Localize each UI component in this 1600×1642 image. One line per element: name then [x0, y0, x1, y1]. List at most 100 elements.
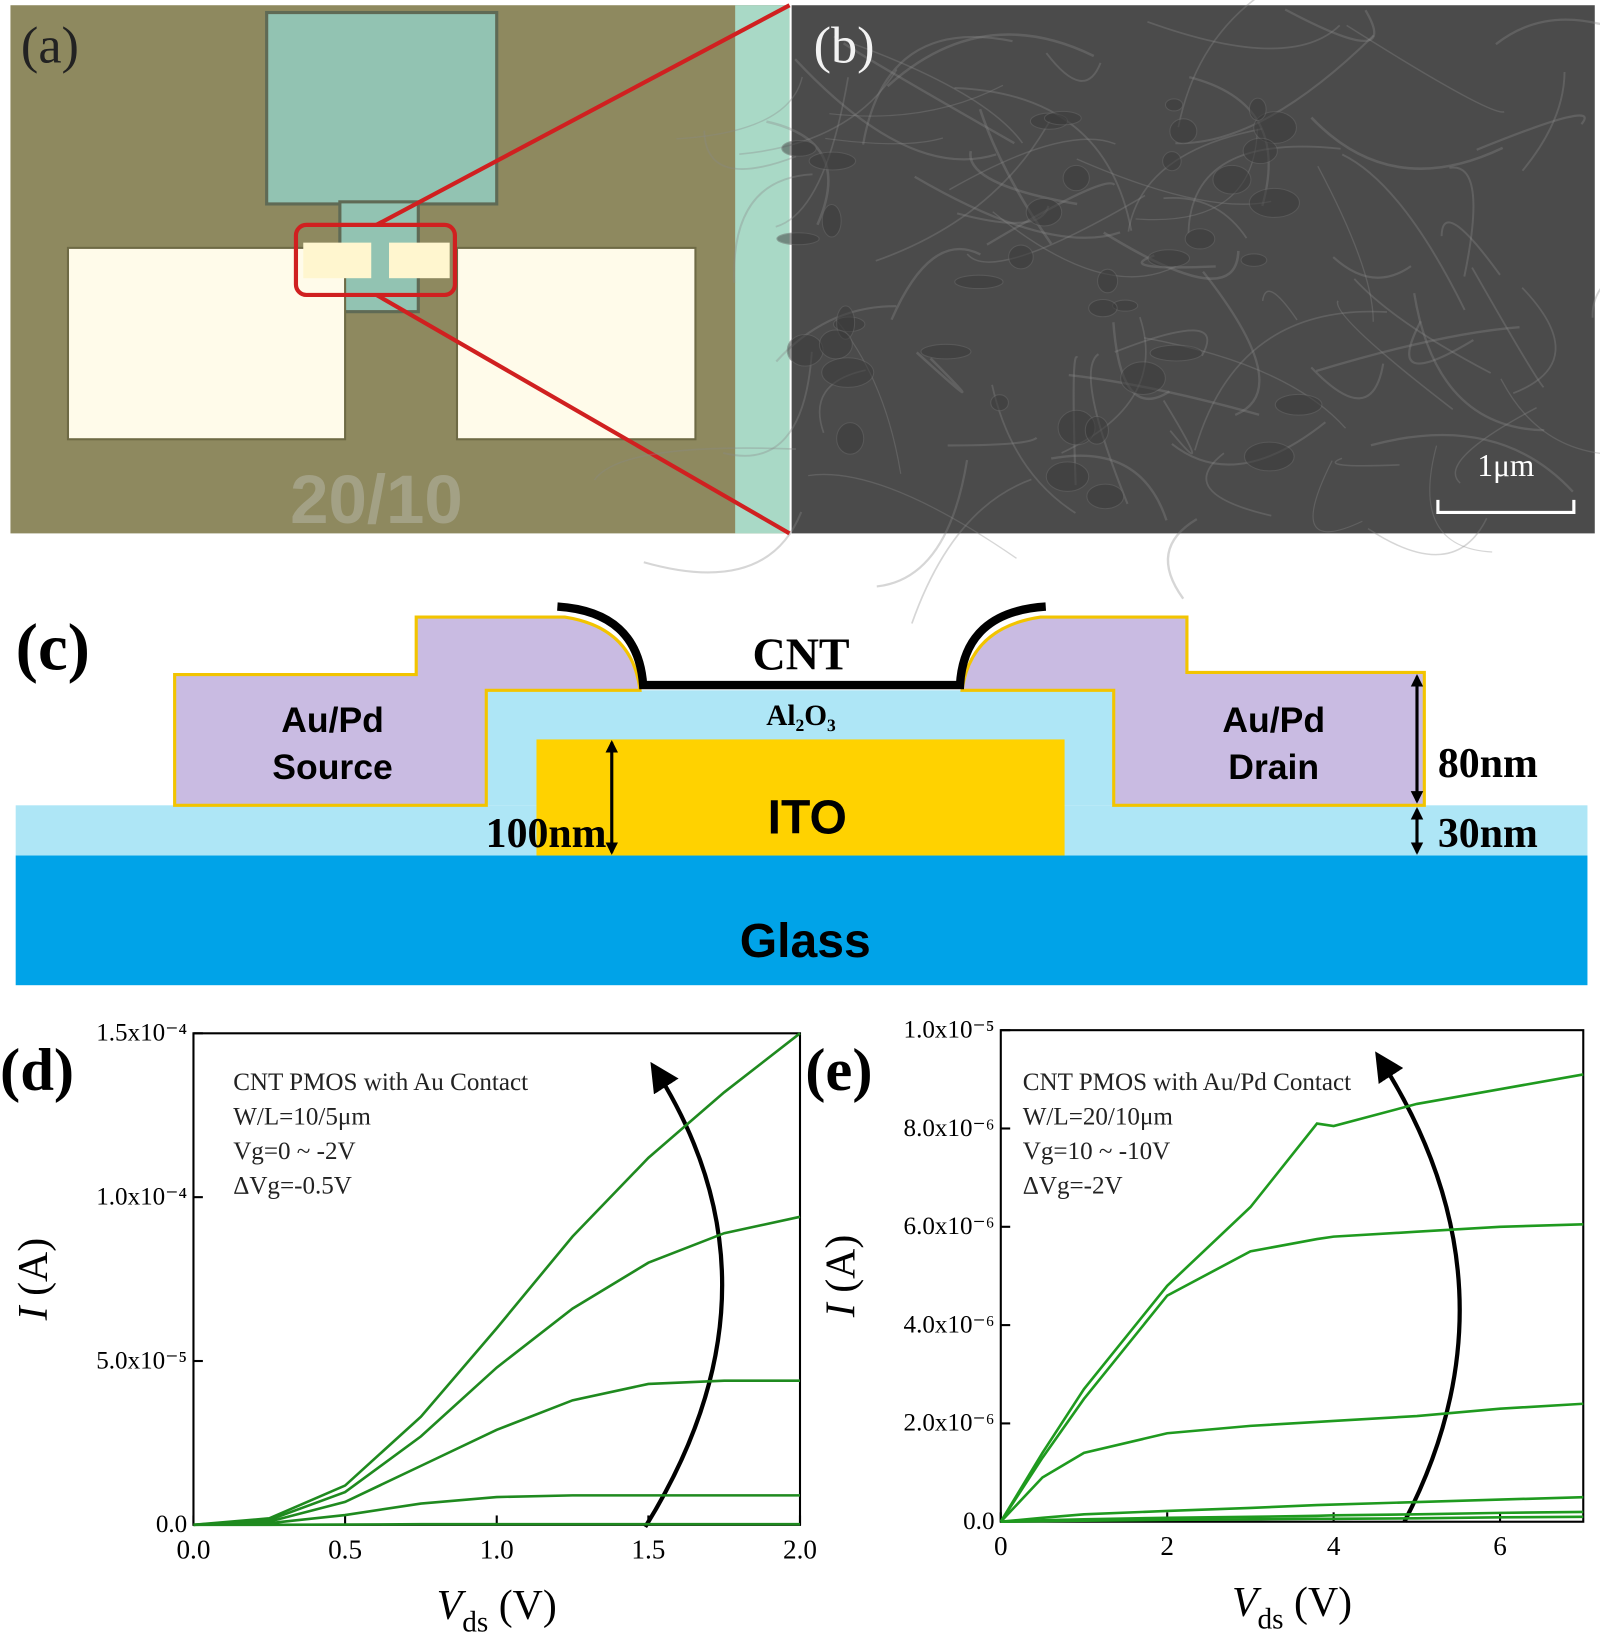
data-line: [193, 1522, 800, 1527]
fiber: [1166, 518, 1198, 600]
fiber: [914, 175, 1121, 239]
fiber: [775, 77, 849, 228]
grain: [1147, 249, 1191, 268]
grain: [1088, 298, 1118, 318]
fiber: [969, 150, 1078, 206]
cnt-label: CNT: [752, 628, 849, 679]
charts: (d) (e) 0.05.0x10⁻⁵1.0x10⁻⁴1.5x10⁻⁴0.0 0.…: [0, 1016, 1585, 1639]
y-axis-label-symbol: I: [11, 1304, 57, 1321]
panel-label: (e): [805, 1037, 872, 1104]
optical-image: 20/10 (a): [10, 3, 791, 538]
fiber: [1413, 292, 1545, 432]
fiber: [1440, 221, 1501, 276]
x-axis-label: Vds (V): [1232, 1580, 1352, 1636]
scale-bar: [1436, 499, 1576, 515]
data-line: [193, 1032, 801, 1527]
fiber: [1454, 407, 1537, 484]
y-axis-label-unit: (A): [11, 1238, 57, 1296]
fiber: [733, 173, 813, 283]
fiber: [1471, 267, 1545, 388]
data-line: [193, 1379, 800, 1527]
y-tick-label: 1.0x10⁻⁵: [904, 1016, 995, 1043]
fiber: [1202, 270, 1261, 416]
data-line: [999, 1223, 1584, 1523]
fiber: [1315, 326, 1520, 373]
data-line: [999, 1402, 1584, 1523]
grain: [1164, 98, 1184, 112]
x-tick-label: 6: [1493, 1531, 1507, 1561]
grain: [1062, 164, 1090, 192]
fiber: [992, 211, 1177, 278]
plot-frame: [999, 1029, 1585, 1523]
fiber: [978, 108, 1053, 245]
fiber: [1332, 256, 1412, 279]
fiber: [1194, 310, 1388, 451]
thickness-label: 80nm: [1438, 741, 1538, 787]
chip-label: 20/10: [290, 461, 463, 538]
fiber: [875, 120, 1051, 262]
grain: [1240, 253, 1268, 267]
gate-label: ITO: [768, 791, 847, 845]
annotation: ΔVg=-0.5V: [233, 1172, 352, 1199]
y-tick-label: 1.0x10⁻⁴: [96, 1183, 187, 1210]
fiber: [954, 87, 1133, 231]
fiber: [643, 511, 803, 574]
fiber: [1512, 287, 1557, 395]
dielectric-label: Al₂O₃: [766, 700, 836, 732]
fiber: [593, 447, 797, 481]
fiber: [1346, 24, 1505, 113]
x-axis-label-subscript: ds: [462, 1607, 488, 1639]
grain: [1084, 415, 1109, 445]
grain: [821, 203, 842, 238]
fiber: [1312, 460, 1363, 533]
y-tick-label: 0.0: [963, 1508, 994, 1535]
data-line: [193, 1494, 800, 1527]
x-tick-label: 0: [994, 1531, 1008, 1561]
grain: [1242, 137, 1278, 165]
grain: [1086, 483, 1125, 510]
fiber: [947, 436, 1038, 447]
fiber: [1353, 278, 1492, 374]
grain: [1169, 118, 1198, 145]
fiber: [949, 138, 1116, 191]
grain: [1248, 97, 1267, 122]
fiber: [1370, 433, 1574, 493]
annotation: W/L=20/10μm: [1023, 1103, 1174, 1130]
source-label: Au/Pd: [281, 700, 384, 740]
fiber: [1341, 153, 1466, 311]
drain-label: Au/Pd: [1222, 700, 1325, 740]
fiber: [986, 182, 1116, 246]
y-axis-label-unit: (A): [818, 1235, 864, 1293]
scale-bar-label: 1μm: [1477, 448, 1534, 483]
fiber: [915, 351, 964, 394]
fiber: [1171, 421, 1327, 466]
fiber: [876, 459, 969, 588]
fiber: [1449, 166, 1475, 277]
fiber: [1367, 517, 1488, 556]
grain: [1184, 228, 1216, 250]
fiber: [842, 42, 1015, 145]
x-tick-label: 0.5: [328, 1534, 362, 1564]
y-tick-label: 0.0: [156, 1511, 187, 1538]
data-line: [999, 1073, 1584, 1523]
x-tick-label: 4: [1327, 1531, 1341, 1561]
x-tick-label: 2: [1160, 1531, 1174, 1561]
x-axis-label: Vds (V): [437, 1583, 557, 1639]
y-axis-label: I (A): [11, 1238, 57, 1321]
fiber: [1591, 288, 1600, 318]
trend-arrow: [1375, 1051, 1462, 1523]
y-tick-label: 8.0x10⁻⁶: [904, 1115, 995, 1142]
sem-texture: [593, 0, 1600, 624]
grain: [808, 151, 857, 171]
fiber: [1163, 196, 1248, 239]
fiber: [794, 58, 997, 161]
fiber: [1261, 290, 1298, 321]
x-tick-label: 2.0: [783, 1534, 817, 1564]
y-tick-label: 2.0x10⁻⁶: [904, 1410, 995, 1437]
fiber: [1500, 378, 1600, 455]
grain: [818, 329, 853, 360]
fiber: [1495, 18, 1600, 46]
annotation: ΔVg=-2V: [1023, 1172, 1123, 1199]
panel-label: (a): [21, 17, 79, 75]
